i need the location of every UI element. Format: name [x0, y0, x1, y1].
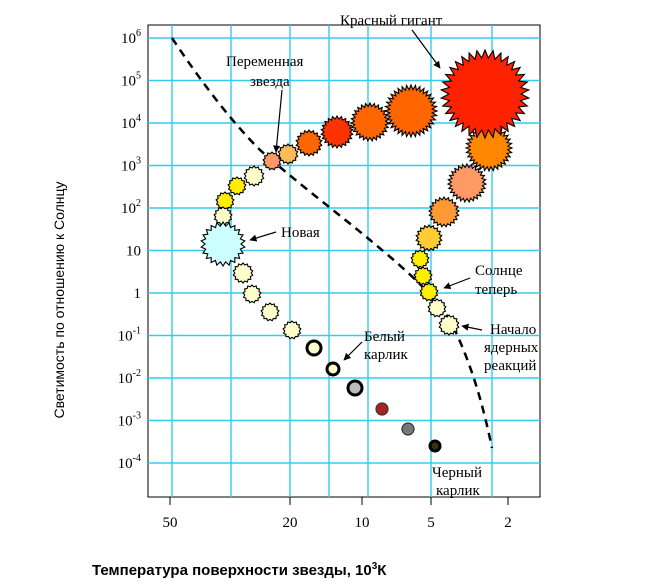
- star-cooling: [375, 402, 389, 416]
- y-tick-label: 10-3: [118, 411, 141, 430]
- star-track: [242, 284, 262, 304]
- star-track: [427, 195, 461, 228]
- label-sun-1: Солнце: [475, 263, 523, 279]
- star-cooling: [346, 379, 364, 397]
- star-track: [446, 162, 488, 204]
- grid: [148, 25, 540, 497]
- x-axis-label-sup: 3: [372, 561, 378, 572]
- star-red-giant: [439, 48, 531, 140]
- label-variable-1: Переменная: [226, 54, 304, 70]
- y-tick-exp: 4: [136, 113, 141, 124]
- star-track: [410, 249, 430, 269]
- main-sequence-line: [170, 37, 494, 449]
- arrow-red-giant: [411, 29, 441, 69]
- y-tick-label: 103: [121, 156, 141, 175]
- label-white-dwarf-2: карлик: [364, 347, 409, 363]
- x-tick-label: 5: [427, 515, 435, 531]
- x-axis-label-main: Температура поверхности звезды, 10: [92, 562, 372, 579]
- star-track: [413, 266, 433, 286]
- y-tick-label: 104: [121, 113, 141, 132]
- y-tick-base: 10: [121, 159, 136, 175]
- y-tick-base: 10: [126, 244, 141, 260]
- star-sun-now: [419, 282, 439, 302]
- star-track: [277, 143, 299, 165]
- y-axis-label: Светимость по отношению к Солнцу: [51, 181, 67, 418]
- y-tick-base: 1: [134, 286, 142, 302]
- star-cooling: [401, 422, 415, 436]
- y-tick-label: 106: [121, 28, 141, 47]
- y-tick-exp: -2: [133, 368, 141, 379]
- star-track: [227, 176, 247, 196]
- x-tick-label: 50: [163, 515, 178, 531]
- arrow-variable: [273, 89, 283, 153]
- y-tick-base: 10: [118, 414, 133, 430]
- y-tick-base: 10: [121, 74, 136, 90]
- star-variable: [262, 151, 282, 171]
- y-tick-base: 10: [121, 201, 136, 217]
- label-sun-2: теперь: [475, 282, 517, 298]
- y-tick-exp: 2: [136, 198, 141, 209]
- star-track: [320, 114, 354, 150]
- star-nova: [200, 220, 246, 268]
- label-start-2: ядерных: [484, 340, 539, 356]
- y-tick-exp: 6: [136, 28, 141, 39]
- label-black-dwarf-2: карлик: [436, 483, 481, 499]
- star-track: [243, 165, 265, 187]
- star-track: [415, 224, 443, 252]
- star-start-reactions: [438, 314, 460, 336]
- star-track: [260, 302, 280, 322]
- arrow-white-dwarf: [343, 341, 363, 361]
- label-white-dwarf-1: Белый: [364, 329, 405, 345]
- label-start-3: реакций: [484, 358, 536, 374]
- star-track: [282, 320, 302, 340]
- y-tick-label: 102: [121, 198, 141, 217]
- x-tick-label: 20: [283, 515, 298, 531]
- x-tick-label: 2: [504, 515, 512, 531]
- y-tick-base: 10: [118, 371, 133, 387]
- annotation-arrows: [249, 29, 483, 361]
- star-track: [427, 298, 447, 318]
- y-tick-exp: -4: [133, 453, 141, 464]
- y-tick-label: 105: [121, 71, 141, 90]
- star-black-dwarf: [428, 439, 442, 453]
- x-axis-label-unit: К: [377, 562, 387, 579]
- y-tick-exp: 3: [136, 156, 141, 167]
- star-white-dwarf: [325, 361, 341, 377]
- label-red-giant: Красный гигант: [340, 13, 443, 29]
- star-track: [349, 101, 391, 143]
- y-tick-label: 1: [134, 286, 142, 302]
- x-tick-labels: 50 20 10 5 2: [163, 497, 512, 531]
- y-tick-label: 10-2: [118, 368, 141, 387]
- x-tick-label: 10: [355, 515, 370, 531]
- stars: [200, 48, 531, 453]
- y-tick-base: 10: [121, 31, 136, 47]
- label-variable-2: звезда: [250, 74, 290, 90]
- y-tick-base: 10: [118, 329, 133, 345]
- y-tick-label: 10-1: [118, 326, 141, 345]
- arrow-sun: [443, 277, 471, 290]
- y-tick-base: 10: [121, 116, 136, 132]
- star-track: [232, 262, 254, 284]
- star-track: [383, 83, 439, 139]
- y-tick-exp: -1: [133, 326, 141, 337]
- arrow-start: [461, 323, 483, 331]
- y-tick-label: 10-4: [118, 453, 141, 472]
- y-tick-exp: 5: [136, 71, 141, 82]
- y-tick-exp: -3: [133, 411, 141, 422]
- label-nova: Новая: [281, 225, 320, 241]
- arrow-nova: [249, 231, 277, 242]
- label-black-dwarf-1: Черный: [432, 465, 482, 481]
- x-axis-label: Температура поверхности звезды, 103К: [92, 561, 387, 579]
- star-track: [305, 339, 323, 357]
- y-tick-label: 10: [126, 244, 141, 260]
- y-tick-base: 10: [118, 456, 133, 472]
- star-track: [295, 129, 323, 157]
- annotations: Красный гигант Переменная звезда Новая С…: [226, 13, 539, 499]
- label-start-1: Начало: [490, 322, 536, 338]
